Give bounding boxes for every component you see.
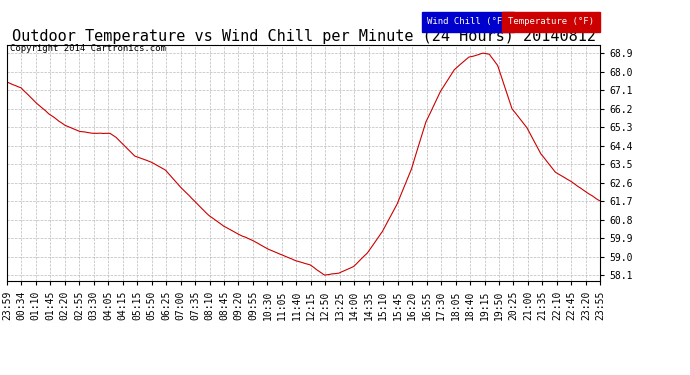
Legend: Wind Chill (°F), Temperature (°F): Wind Chill (°F), Temperature (°F) xyxy=(426,14,595,28)
Text: Copyright 2014 Cartronics.com: Copyright 2014 Cartronics.com xyxy=(10,44,166,52)
Title: Outdoor Temperature vs Wind Chill per Minute (24 Hours) 20140812: Outdoor Temperature vs Wind Chill per Mi… xyxy=(12,29,595,44)
